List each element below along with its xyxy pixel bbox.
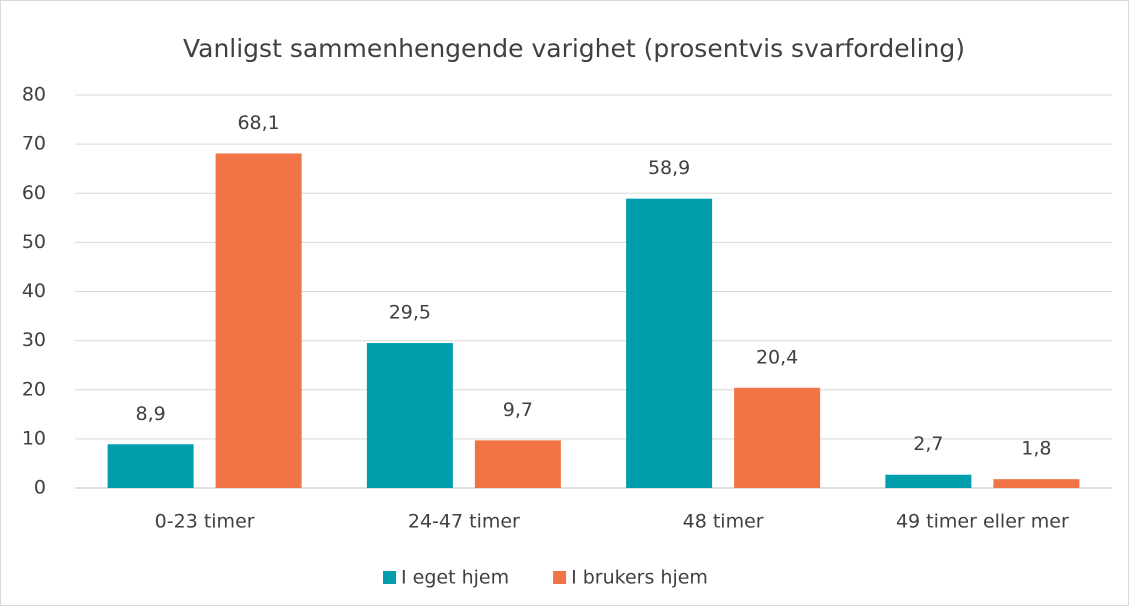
data-label: 2,7 bbox=[913, 433, 943, 455]
bar bbox=[993, 479, 1080, 488]
y-tick-label: 70 bbox=[22, 133, 46, 155]
bar bbox=[885, 474, 972, 488]
bar bbox=[474, 440, 561, 488]
y-tick-label: 30 bbox=[22, 329, 46, 351]
legend-swatch bbox=[553, 571, 567, 584]
data-label: 8,9 bbox=[136, 403, 166, 425]
data-label: 68,1 bbox=[237, 112, 279, 134]
bar bbox=[215, 153, 302, 489]
x-tick-label: 48 timer bbox=[683, 511, 764, 533]
x-tick-label: 49 timer eller mer bbox=[896, 511, 1069, 533]
x-tick-label: 0-23 timer bbox=[155, 511, 255, 533]
bar bbox=[107, 444, 194, 488]
legend-label: I brukers hjem bbox=[571, 567, 708, 589]
y-tick-label: 50 bbox=[22, 231, 46, 253]
y-tick-label: 60 bbox=[22, 182, 46, 204]
data-label: 29,5 bbox=[389, 302, 431, 324]
legend-label: I eget hjem bbox=[401, 567, 509, 589]
data-label: 1,8 bbox=[1021, 438, 1051, 460]
data-label: 20,4 bbox=[756, 346, 798, 368]
bar bbox=[626, 198, 713, 488]
x-tick-label: 24-47 timer bbox=[408, 511, 520, 533]
y-tick-label: 10 bbox=[22, 427, 46, 449]
bar bbox=[734, 387, 821, 488]
y-tick-label: 80 bbox=[22, 84, 46, 106]
y-tick-label: 0 bbox=[34, 477, 46, 499]
chart-title: Vanligst sammenhengende varighet (prosen… bbox=[183, 34, 965, 63]
data-label: 58,9 bbox=[648, 157, 690, 179]
y-tick-label: 20 bbox=[22, 378, 46, 400]
data-label: 9,7 bbox=[503, 399, 533, 421]
bar bbox=[366, 343, 453, 488]
legend-swatch bbox=[383, 571, 396, 584]
y-tick-label: 40 bbox=[22, 280, 46, 302]
